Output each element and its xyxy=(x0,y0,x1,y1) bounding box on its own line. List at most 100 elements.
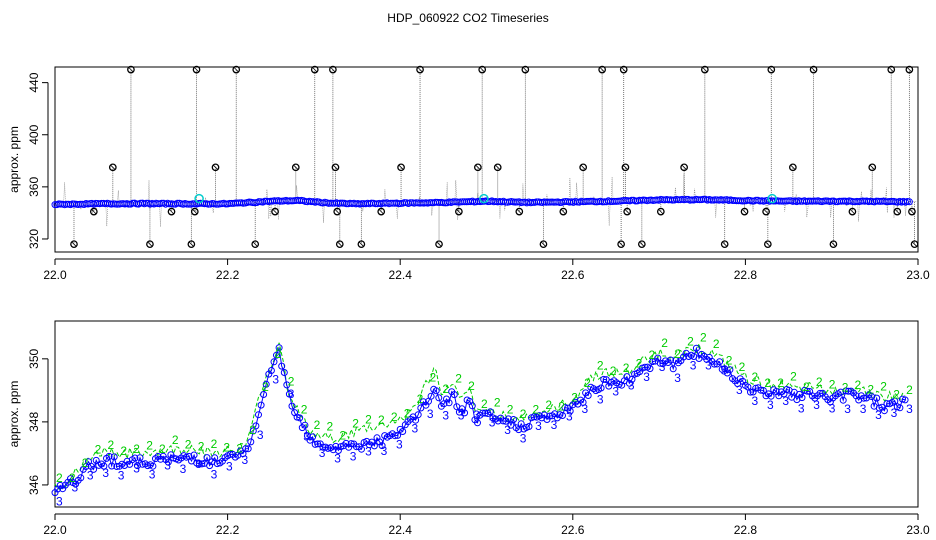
flagged-point-mark xyxy=(213,165,218,170)
main-series-point xyxy=(726,366,734,374)
main-series-point xyxy=(767,392,775,400)
x-tick-label: 22.6 xyxy=(561,268,585,282)
main-series-point xyxy=(110,453,118,461)
flagged-point xyxy=(619,65,628,74)
main-series-marker: 3 xyxy=(582,402,589,416)
main-series-point xyxy=(414,411,422,419)
main-series-point xyxy=(105,452,113,460)
flagged-point-mark xyxy=(907,67,912,72)
main-series-marker: 3 xyxy=(365,445,372,459)
main-series-marker: 3 xyxy=(272,373,279,387)
flagged-point-mark xyxy=(334,209,340,214)
flagged-point-mark xyxy=(333,165,338,170)
flagged-point xyxy=(70,240,78,249)
main-series-point xyxy=(718,365,726,373)
main-series-marker: 3 xyxy=(350,449,357,463)
figure-title: HDP_060922 CO2 Timeseries xyxy=(387,11,548,25)
secondary-series-marker: 2 xyxy=(494,395,501,409)
flagged-point xyxy=(579,163,588,172)
main-series-point xyxy=(203,454,211,462)
main-series-marker: 3 xyxy=(288,387,295,401)
flagged-point xyxy=(357,240,366,249)
flagged-point xyxy=(192,65,201,74)
plot-frame xyxy=(54,320,919,508)
secondary-series-marker: 2 xyxy=(56,471,63,485)
flagged-point-mark xyxy=(378,209,384,214)
main-series-point xyxy=(803,387,811,395)
calibration-point xyxy=(479,193,489,204)
main-series-marker: 3 xyxy=(690,359,697,373)
main-series-point xyxy=(515,426,523,434)
secondary-series-marker: 2 xyxy=(687,334,694,348)
secondary-series-marker: 2 xyxy=(610,364,617,378)
main-series-point xyxy=(561,404,569,412)
main-series-point xyxy=(860,394,868,402)
main-series-point xyxy=(358,445,365,453)
secondary-series-marker: 2 xyxy=(764,376,771,390)
x-tick-label: 22.8 xyxy=(734,268,758,282)
flagged-point-mark xyxy=(523,67,528,72)
flagged-point xyxy=(829,240,838,249)
secondary-series-marker: 2 xyxy=(211,437,218,451)
secondary-series-marker: 2 xyxy=(82,456,89,470)
flagged-point-mark xyxy=(337,241,343,247)
flagged-point-mark xyxy=(128,67,134,72)
main-series-point xyxy=(255,411,262,419)
flagged-point xyxy=(167,207,176,216)
flagged-point-mark xyxy=(763,209,769,214)
secondary-series-marker: 2 xyxy=(481,397,488,411)
flagged-point-mark xyxy=(623,165,628,170)
main-series-marker: 3 xyxy=(674,371,681,385)
flagged-point-mark xyxy=(189,241,194,247)
secondary-series-marker: 2 xyxy=(223,441,230,455)
main-series-point xyxy=(901,396,909,404)
flagged-point-mark xyxy=(517,209,522,214)
main-series-point xyxy=(584,392,592,399)
main-series-point xyxy=(692,344,700,352)
flagged-point-mark xyxy=(580,165,586,170)
main-series-point xyxy=(285,390,293,398)
main-series-point xyxy=(559,412,566,419)
main-series-point xyxy=(283,381,291,389)
main-series-point xyxy=(311,440,319,448)
flagged-point-mark xyxy=(417,67,423,72)
flagged-point-mark xyxy=(888,67,894,72)
main-series-point xyxy=(649,358,657,366)
flagged-point xyxy=(329,65,337,74)
secondary-series-marker: 2 xyxy=(352,417,359,431)
flagged-point xyxy=(720,240,729,249)
main-series-marker: 3 xyxy=(767,398,774,412)
main-series-point xyxy=(641,363,649,371)
flagged-point-mark xyxy=(811,67,816,72)
flagged-point xyxy=(539,240,548,249)
flagged-point xyxy=(108,163,117,172)
flagged-point-mark xyxy=(192,209,198,214)
main-series-point xyxy=(757,386,765,394)
secondary-series-marker: 2 xyxy=(314,418,321,432)
flagged-point xyxy=(767,65,776,74)
main-series-marker: 3 xyxy=(458,409,465,423)
flagged-point xyxy=(474,163,482,172)
x-tick-label: 23.0 xyxy=(906,268,930,282)
secondary-series-marker: 2 xyxy=(339,429,346,443)
flagged-point-mark xyxy=(909,209,915,214)
flagged-point xyxy=(910,240,919,249)
main-series-point xyxy=(579,398,587,406)
main-series-point xyxy=(427,392,435,400)
secondary-series-marker: 2 xyxy=(777,376,784,390)
main-series-point xyxy=(394,431,402,439)
secondary-series-marker: 2 xyxy=(391,410,398,424)
secondary-series-marker: 2 xyxy=(790,370,797,384)
main-series-point xyxy=(837,388,845,396)
flagged-point xyxy=(763,240,772,249)
flagged-point xyxy=(637,240,646,249)
secondary-series-marker: 2 xyxy=(198,439,205,453)
main-series-point xyxy=(646,365,654,373)
main-series-point xyxy=(252,422,260,430)
flagged-point xyxy=(493,163,502,172)
main-series-point xyxy=(839,396,847,404)
flagged-point-mark xyxy=(639,241,645,247)
main-series-point xyxy=(412,416,420,424)
main-series-marker: 3 xyxy=(319,446,326,460)
main-series-point xyxy=(278,362,286,370)
